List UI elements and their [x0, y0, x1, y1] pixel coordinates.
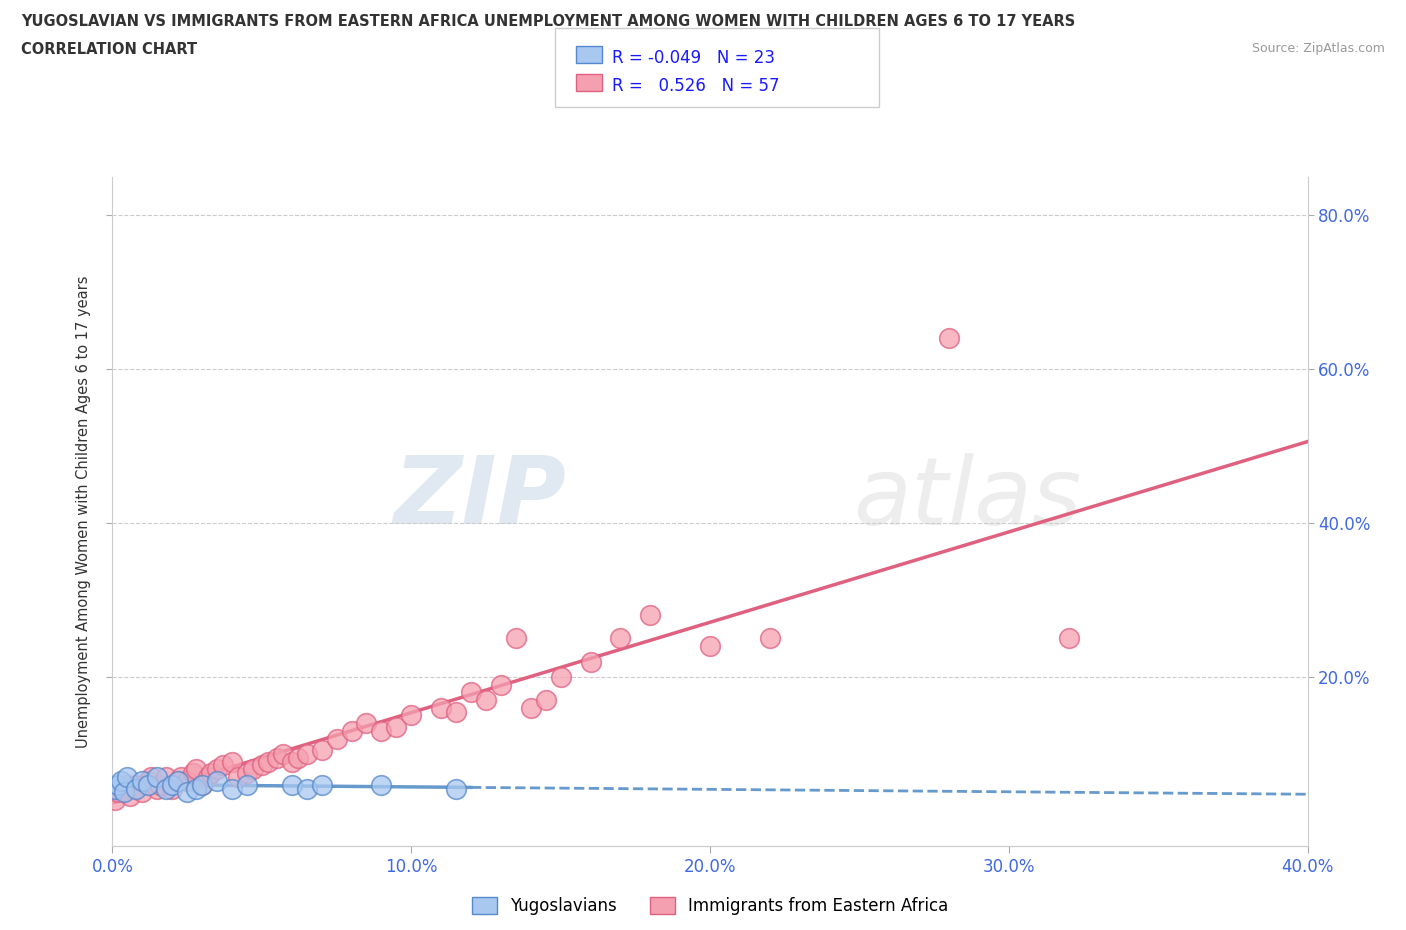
Point — [186, 762, 208, 777]
Point — [176, 774, 198, 789]
Point — [938, 331, 960, 346]
Point — [191, 777, 214, 792]
Point — [370, 724, 392, 738]
Point — [638, 608, 662, 623]
Point — [181, 765, 204, 780]
Point — [236, 765, 259, 780]
Point — [226, 770, 249, 785]
Point — [311, 777, 333, 792]
Point — [117, 770, 139, 785]
Point — [221, 754, 243, 769]
Point — [167, 774, 190, 789]
Point — [266, 751, 288, 765]
Point — [131, 774, 153, 789]
Point — [186, 781, 208, 796]
Point — [104, 792, 127, 807]
Point — [385, 720, 408, 735]
Point — [325, 731, 347, 746]
Point — [155, 770, 177, 785]
Legend: Yugoslavians, Immigrants from Eastern Africa: Yugoslavians, Immigrants from Eastern Af… — [471, 897, 949, 915]
Point — [250, 758, 273, 773]
Text: CORRELATION CHART: CORRELATION CHART — [21, 42, 197, 57]
Point — [534, 693, 557, 708]
Point — [176, 785, 198, 800]
Point — [205, 762, 228, 777]
Point — [146, 770, 169, 785]
Point — [340, 724, 363, 738]
Point — [460, 684, 482, 699]
Point — [107, 785, 129, 800]
Text: YUGOSLAVIAN VS IMMIGRANTS FROM EASTERN AFRICA UNEMPLOYMENT AMONG WOMEN WITH CHIL: YUGOSLAVIAN VS IMMIGRANTS FROM EASTERN A… — [21, 14, 1076, 29]
Text: ZIP: ZIP — [394, 452, 567, 544]
Point — [117, 777, 139, 792]
Point — [141, 770, 163, 785]
Point — [149, 777, 172, 792]
Text: R = -0.049   N = 23: R = -0.049 N = 23 — [612, 49, 775, 67]
Point — [550, 670, 572, 684]
Point — [167, 774, 190, 789]
Point — [579, 654, 602, 669]
Point — [200, 765, 222, 780]
Point — [120, 789, 142, 804]
Point — [609, 631, 631, 646]
Y-axis label: Unemployment Among Women with Children Ages 6 to 17 years: Unemployment Among Women with Children A… — [76, 275, 91, 748]
Point — [146, 781, 169, 796]
Point — [197, 770, 219, 785]
Point — [125, 781, 148, 796]
Point — [505, 631, 527, 646]
Point — [759, 631, 782, 646]
Point — [430, 700, 453, 715]
Point — [236, 777, 259, 792]
Point — [295, 747, 318, 762]
Point — [287, 751, 309, 765]
Point — [281, 754, 304, 769]
Point — [271, 747, 294, 762]
Point — [138, 777, 160, 792]
Point — [311, 743, 333, 758]
Point — [401, 708, 423, 723]
Text: R =   0.526   N = 57: R = 0.526 N = 57 — [612, 77, 779, 95]
Point — [170, 770, 193, 785]
Point — [257, 754, 280, 769]
Point — [370, 777, 392, 792]
Text: atlas: atlas — [853, 453, 1081, 544]
Point — [520, 700, 543, 715]
Point — [221, 781, 243, 796]
Point — [281, 777, 304, 792]
Point — [125, 777, 148, 792]
Point — [444, 704, 467, 719]
Point — [162, 781, 183, 796]
Point — [131, 785, 153, 800]
Point — [110, 774, 132, 789]
Point — [444, 781, 467, 796]
Point — [699, 639, 721, 654]
Point — [356, 716, 378, 731]
Text: Source: ZipAtlas.com: Source: ZipAtlas.com — [1251, 42, 1385, 55]
Point — [138, 774, 160, 789]
Point — [110, 781, 132, 796]
Point — [212, 758, 235, 773]
Point — [107, 777, 129, 792]
Point — [114, 785, 135, 800]
Point — [242, 762, 264, 777]
Point — [1057, 631, 1080, 646]
Point — [191, 777, 214, 792]
Point — [162, 777, 183, 792]
Point — [475, 693, 498, 708]
Point — [155, 781, 177, 796]
Point — [295, 781, 318, 796]
Point — [104, 781, 127, 796]
Point — [205, 774, 228, 789]
Point — [489, 677, 512, 692]
